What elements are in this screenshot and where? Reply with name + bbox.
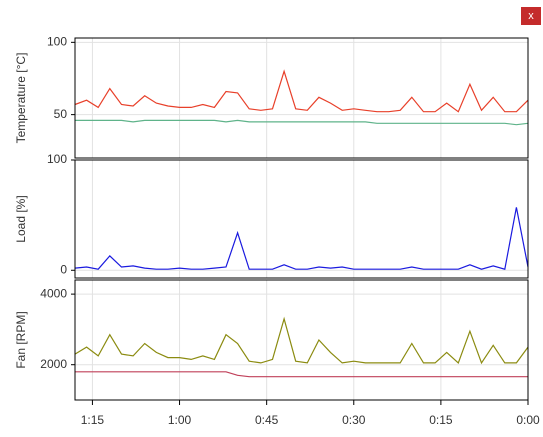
y-tick-label: 100 bbox=[47, 35, 67, 49]
data-line bbox=[75, 371, 528, 378]
y-tick-label: 0 bbox=[60, 262, 67, 276]
close-label[interactable]: x bbox=[528, 10, 534, 22]
y-axis-label: Fan [RPM] bbox=[14, 311, 28, 368]
x-tick-label: 0:15 bbox=[429, 413, 453, 427]
data-line bbox=[74, 316, 529, 365]
x-tick-label: 0:00 bbox=[516, 413, 540, 427]
y-tick-label: 2000 bbox=[40, 357, 67, 371]
y-tick-label: 50 bbox=[54, 107, 68, 121]
y-tick-label: 4000 bbox=[40, 286, 67, 300]
y-axis-label: Temperature [°C] bbox=[14, 53, 28, 144]
x-tick-label: 1:15 bbox=[81, 413, 105, 427]
x-tick-label: 0:30 bbox=[342, 413, 366, 427]
plot-frame bbox=[74, 279, 529, 401]
data-line bbox=[74, 69, 529, 113]
data-line bbox=[75, 119, 529, 126]
x-tick-label: 0:45 bbox=[255, 413, 279, 427]
data-line bbox=[74, 207, 529, 270]
y-axis-label: Load [%] bbox=[14, 195, 28, 242]
plot-frame bbox=[74, 37, 529, 159]
y-tick-label: 100 bbox=[47, 152, 67, 166]
close-button[interactable] bbox=[521, 7, 541, 25]
plot-frame bbox=[74, 159, 529, 279]
x-tick-label: 1:00 bbox=[168, 413, 192, 427]
